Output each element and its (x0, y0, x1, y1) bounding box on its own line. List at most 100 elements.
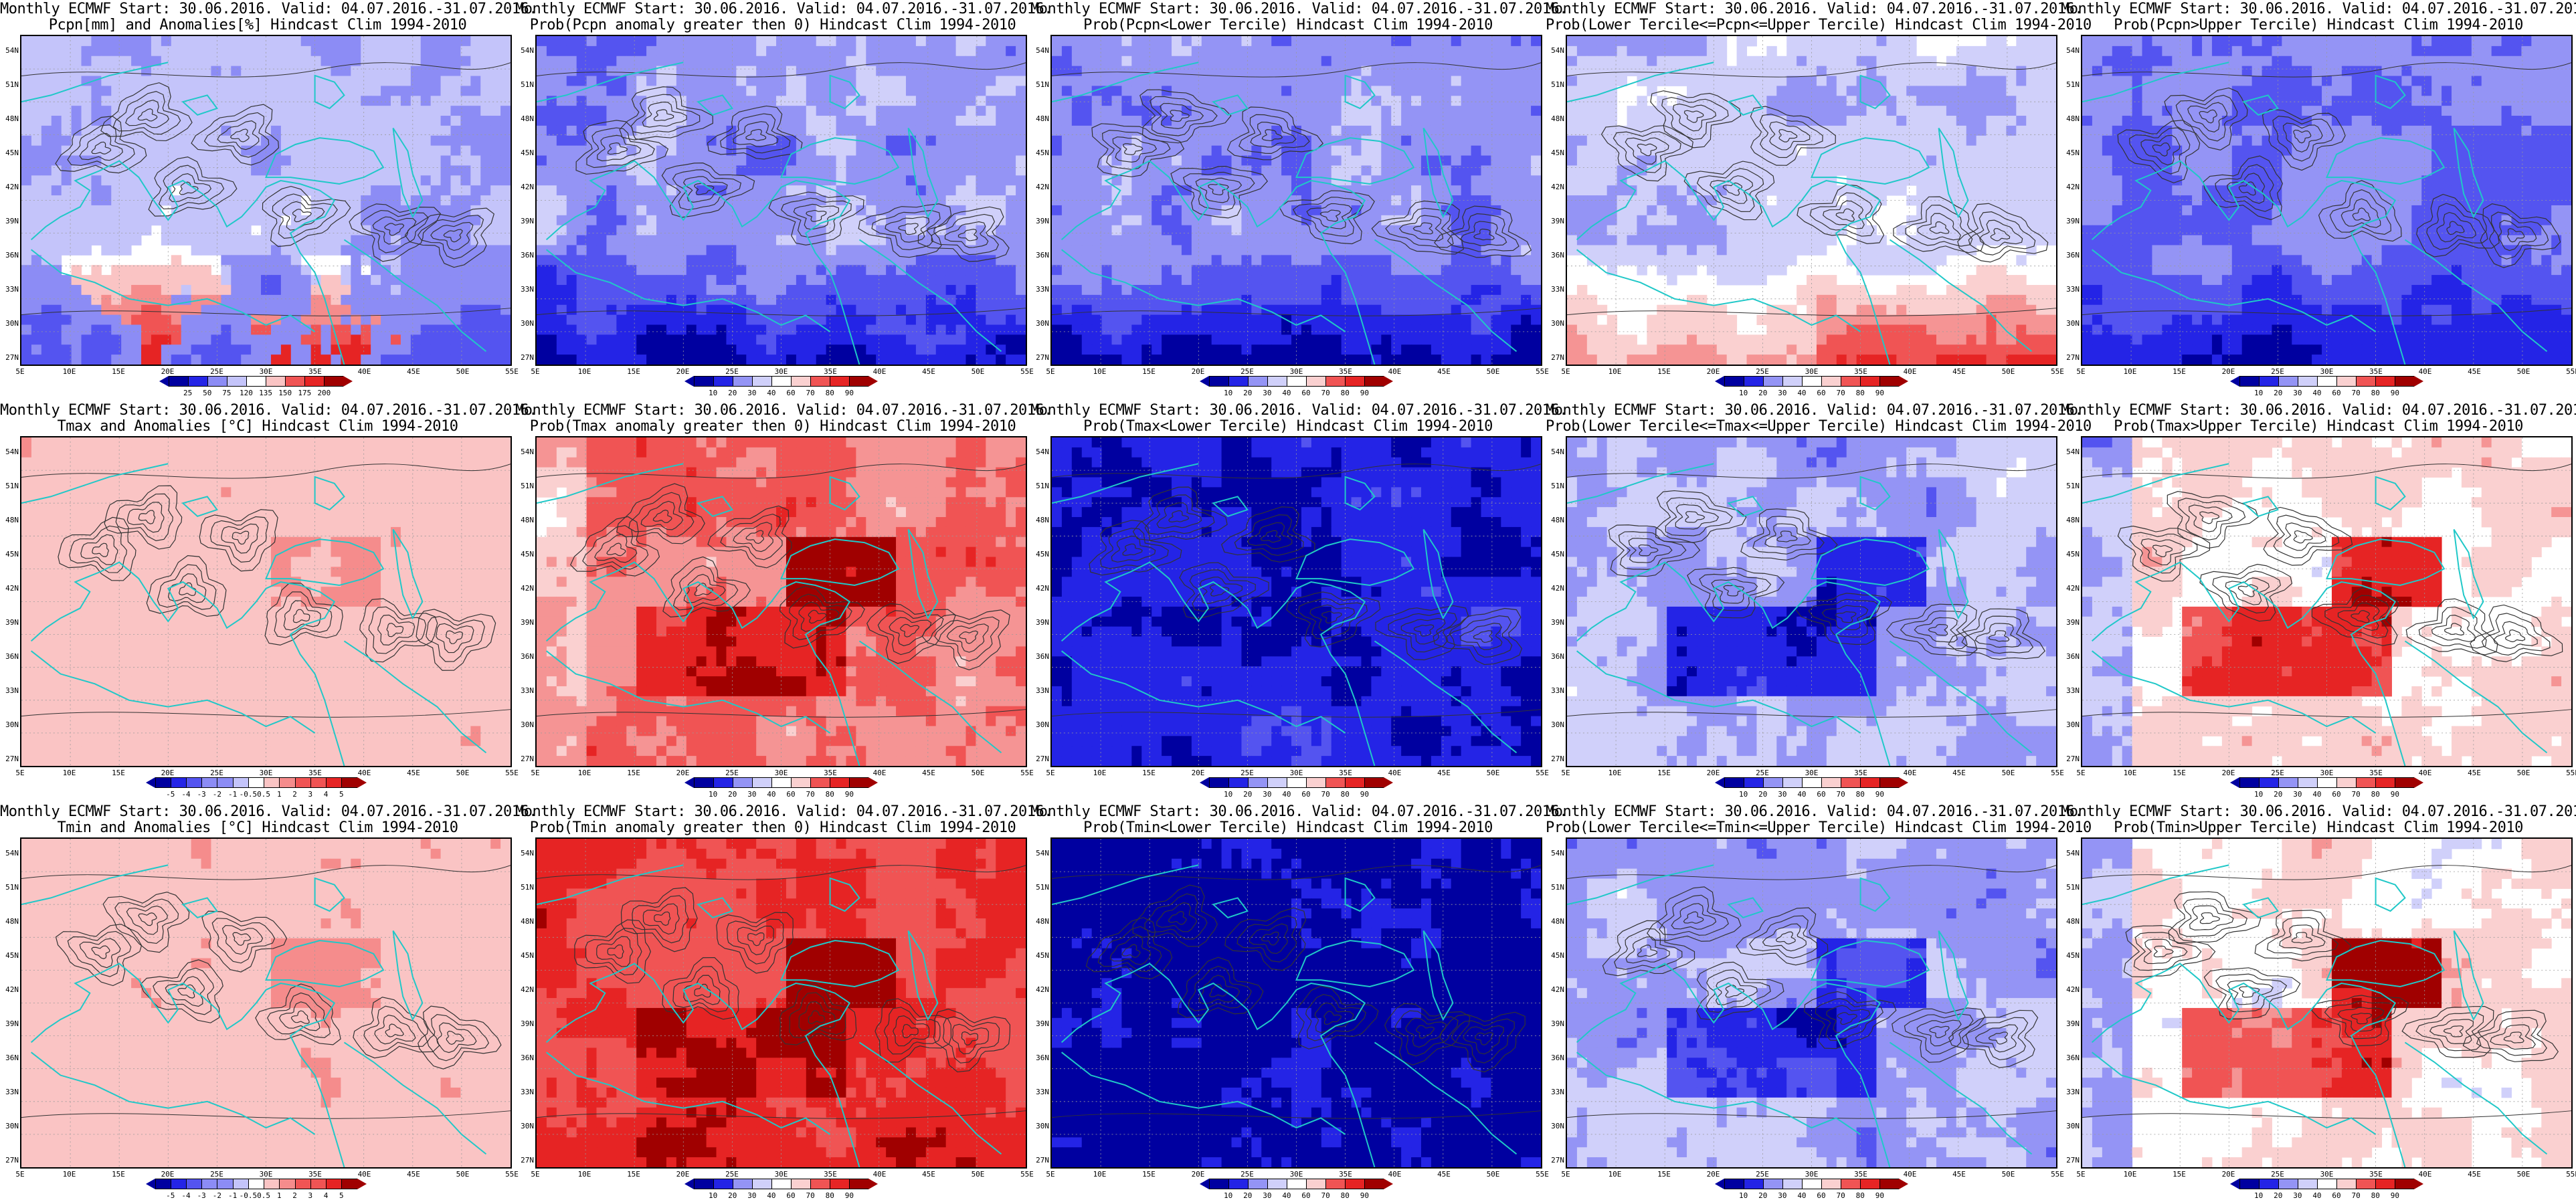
latitude-label: 51N (1030, 884, 1049, 892)
colorbar-tick-label: 90 (1866, 389, 1893, 397)
panel-title-line1: Monthly ECMWF Start: 30.06.2016. Valid: … (515, 403, 1052, 419)
latitude-label: 48N (0, 516, 19, 524)
longitude-label: 25E (2264, 368, 2291, 376)
colorbar-tick-label: 40 (758, 1192, 785, 1200)
coastlines (537, 62, 1002, 365)
panel-title-line2: Prob(Pcpn<Lower Tercile) Hindcast Clim 1… (1030, 17, 1546, 33)
panel-title-line1: Monthly ECMWF Start: 30.06.2016. Valid: … (1546, 804, 2083, 820)
colorbar-right-arrow (357, 1179, 367, 1189)
map-canvas (2082, 437, 2571, 766)
colorbar-tick-label: 70 (797, 791, 824, 799)
longitude-label: 5E (7, 769, 33, 777)
panel-title-line1: Monthly ECMWF Start: 30.06.2016. Valid: … (1030, 403, 1568, 419)
map-panel: Monthly ECMWF Start: 30.06.2016. Valid: … (515, 803, 1052, 1204)
colorbar-tick-label: 10 (1215, 791, 1242, 799)
colorbar-swatch (693, 1179, 713, 1189)
latitude-label: 45N (0, 149, 19, 157)
colorbar-tick-label: 90 (1866, 1192, 1893, 1200)
colorbar-swatch (1879, 777, 1900, 788)
latitude-label: 42N (0, 986, 19, 994)
longitude-label: 40E (1897, 769, 1924, 777)
longitude-label: 55E (1014, 769, 1040, 777)
latitude-label: 39N (0, 217, 19, 225)
colorbar-tick-label: 20 (1234, 389, 1261, 397)
longitude-label: 50E (450, 368, 476, 376)
panel-title-line1: Monthly ECMWF Start: 30.06.2016. Valid: … (1030, 1, 1568, 17)
colorbar-swatch (1208, 376, 1228, 387)
shaded-field (21, 36, 511, 365)
panel-title-line2: Pcpn[mm] and Anomalies[%] Hindcast Clim … (0, 17, 515, 33)
latitude-label: 48N (1546, 516, 1564, 524)
map-area (535, 837, 1027, 1169)
colorbar-tick-label: 30 (1769, 389, 1796, 397)
colorbar-swatch (168, 376, 188, 387)
latitude-label: 51N (1546, 81, 1564, 89)
colorbar-swatch (217, 1179, 233, 1189)
colorbar-swatch (1782, 376, 1802, 387)
colorbar-swatch (2258, 376, 2278, 387)
latitude-label: 51N (515, 482, 534, 490)
latitude-label: 27N (0, 1157, 19, 1165)
colorbar-swatch (2239, 376, 2259, 387)
longitude-label: 20E (1700, 769, 1727, 777)
colorbar-swatch (201, 1179, 217, 1189)
colorbar-swatch (2395, 777, 2415, 788)
colorbar-tick-label: 70 (1827, 1192, 1854, 1200)
colorbar-swatch (324, 376, 344, 387)
longitude-label: 15E (105, 368, 132, 376)
latitude-label: 27N (2061, 755, 2080, 763)
latitude-label: 36N (1030, 1054, 1049, 1062)
longitude-label: 45E (1946, 368, 1972, 376)
colorbar-right-arrow (357, 777, 367, 788)
colorbar-swatch (294, 777, 310, 788)
colorbar-swatch (1860, 376, 1880, 387)
colorbar-right-arrow (343, 376, 353, 387)
colorbar-tick-label: 135 (252, 389, 279, 397)
colorbar-tick-label: 80 (2362, 389, 2389, 397)
longitude-label: 55E (1529, 769, 1556, 777)
colorbar-tick-label: -5 (157, 791, 184, 799)
colorbar-swatch (2395, 1179, 2415, 1189)
latitude-label: 48N (1546, 918, 1564, 926)
latitude-label: 39N (1030, 1020, 1049, 1028)
latitude-label: 36N (0, 252, 19, 260)
colorbar-tick-label: 20 (1234, 1192, 1261, 1200)
colorbar-tick-label: 80 (2362, 1192, 2389, 1200)
map-area (1050, 35, 1542, 366)
latitude-label: 45N (1030, 149, 1049, 157)
colorbar-left-arrow (1199, 777, 1209, 788)
latitude-label: 51N (1030, 482, 1049, 490)
latitude-label: 42N (1030, 183, 1049, 191)
coastlines (2082, 864, 2548, 1167)
colorbar-tick-label: 40 (1788, 1192, 1815, 1200)
longitude-label: 5E (2067, 368, 2094, 376)
latitude-label: 42N (0, 183, 19, 191)
longitude-label: 30E (1283, 1171, 1310, 1179)
shaded-field (537, 839, 1026, 1167)
colorbar-tick-label: 40 (1273, 1192, 1300, 1200)
latitude-label: 45N (1030, 952, 1049, 960)
colorbar-swatch (185, 777, 202, 788)
longitude-label: 10E (56, 1171, 83, 1179)
latitude-label: 36N (0, 653, 19, 661)
latitude-label: 39N (515, 1020, 534, 1028)
latitude-label: 42N (515, 986, 534, 994)
colorbar-swatch (2297, 376, 2317, 387)
colorbar-tick-label: 40 (2304, 791, 2330, 799)
longitude-label: 40E (351, 769, 378, 777)
colorbar-tick-label: 10 (1730, 389, 1757, 397)
colorbar-tick-label: 75 (213, 389, 240, 397)
colorbar-tick-label: 10 (700, 791, 727, 799)
latitude-label: 36N (2061, 252, 2080, 260)
contour-lines (537, 865, 1026, 1119)
map-panel: Monthly ECMWF Start: 30.06.2016. Valid: … (1030, 401, 1568, 803)
colorbar-tick-label: 80 (1847, 791, 1873, 799)
graticule (21, 839, 511, 1167)
colorbar-tick-label: 60 (1293, 389, 1319, 397)
longitude-label: 20E (155, 1171, 181, 1179)
colorbar (1714, 1179, 1909, 1189)
longitude-label: 25E (1234, 1171, 1261, 1179)
latitude-label: 48N (1030, 516, 1049, 524)
colorbar-swatch (693, 376, 713, 387)
panel-title-line2: Prob(Pcpn>Upper Tercile) Hindcast Clim 1… (2061, 17, 2576, 33)
